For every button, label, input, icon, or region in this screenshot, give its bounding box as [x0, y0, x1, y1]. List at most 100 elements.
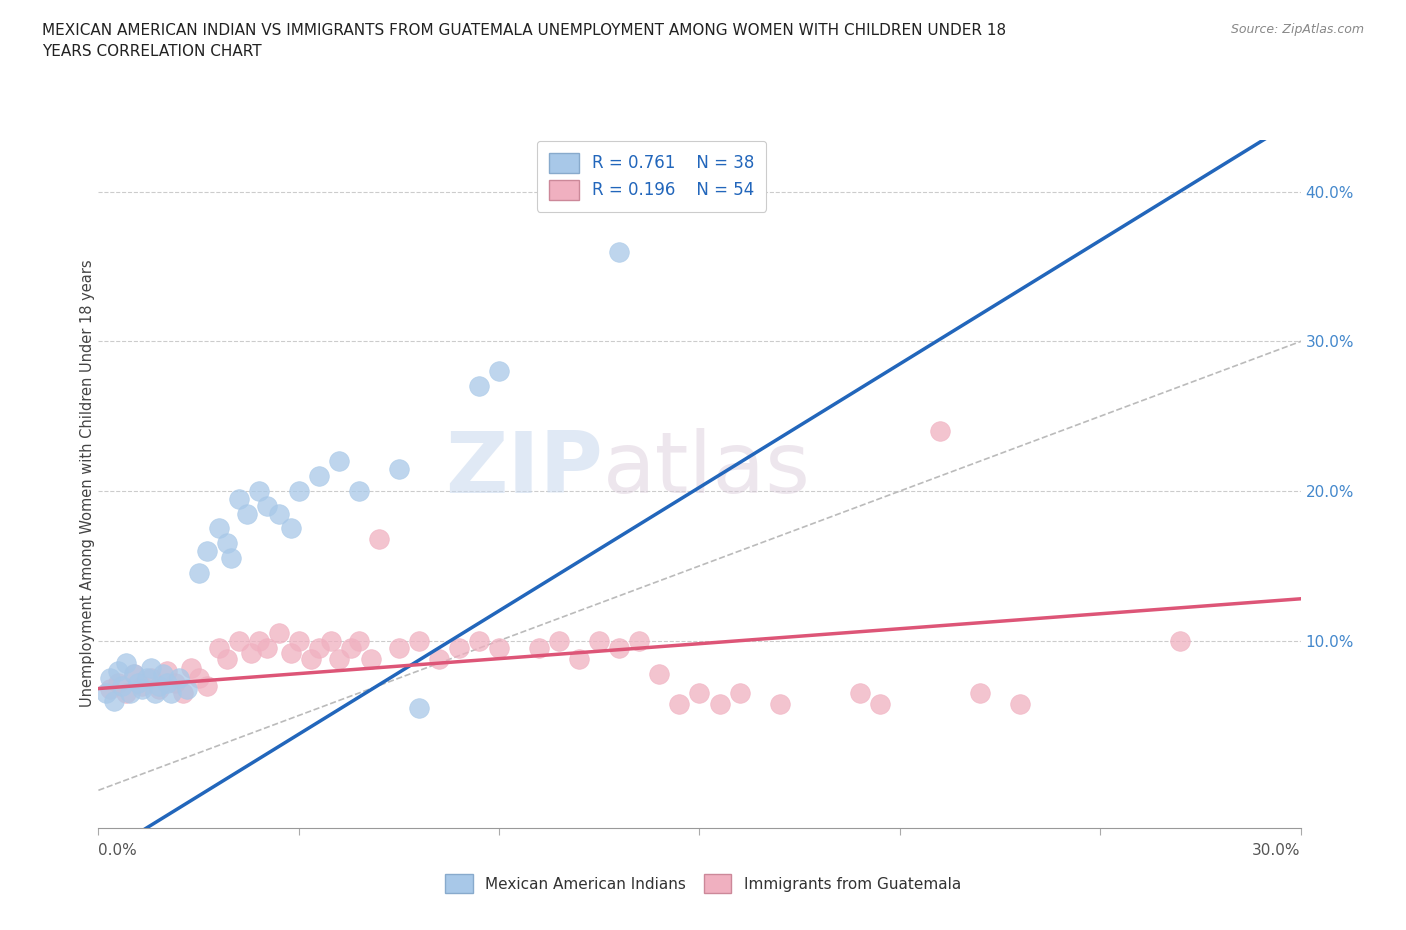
- Point: [115, 685, 138, 700]
- Point: [139, 660, 162, 675]
- Point: [728, 685, 751, 700]
- Point: [148, 678, 170, 693]
- Point: [308, 469, 330, 484]
- Point: [152, 666, 174, 681]
- Point: [180, 660, 202, 675]
- Point: [609, 641, 631, 656]
- Point: [588, 633, 610, 648]
- Point: [163, 675, 186, 690]
- Point: [239, 645, 262, 660]
- Text: 30.0%: 30.0%: [1253, 843, 1301, 857]
- Point: [195, 678, 218, 693]
- Point: [388, 641, 411, 656]
- Point: [668, 696, 690, 711]
- Text: ZIP: ZIP: [446, 429, 603, 512]
- Point: [247, 484, 270, 498]
- Point: [256, 641, 278, 656]
- Point: [280, 645, 302, 660]
- Point: [215, 536, 238, 551]
- Point: [308, 641, 330, 656]
- Point: [148, 681, 170, 696]
- Point: [208, 641, 231, 656]
- Y-axis label: Unemployment Among Women with Children Under 18 years: Unemployment Among Women with Children U…: [80, 259, 94, 708]
- Point: [120, 685, 142, 700]
- Legend: Mexican American Indians, Immigrants from Guatemala: Mexican American Indians, Immigrants fro…: [439, 869, 967, 899]
- Point: [96, 685, 118, 700]
- Text: 0.0%: 0.0%: [98, 843, 138, 857]
- Point: [468, 633, 491, 648]
- Point: [408, 633, 430, 648]
- Point: [215, 651, 238, 666]
- Point: [155, 663, 177, 678]
- Point: [131, 678, 153, 693]
- Point: [408, 700, 430, 715]
- Point: [849, 685, 872, 700]
- Point: [208, 521, 231, 536]
- Point: [187, 566, 209, 581]
- Point: [488, 364, 510, 379]
- Point: [235, 506, 257, 521]
- Point: [648, 666, 671, 681]
- Point: [609, 245, 631, 259]
- Point: [447, 641, 470, 656]
- Point: [228, 491, 250, 506]
- Text: MEXICAN AMERICAN INDIAN VS IMMIGRANTS FROM GUATEMALA UNEMPLOYMENT AMONG WOMEN WI: MEXICAN AMERICAN INDIAN VS IMMIGRANTS FR…: [42, 23, 1007, 60]
- Point: [267, 626, 290, 641]
- Point: [1170, 633, 1192, 648]
- Point: [347, 484, 370, 498]
- Point: [548, 633, 571, 648]
- Point: [135, 671, 157, 685]
- Text: Source: ZipAtlas.com: Source: ZipAtlas.com: [1230, 23, 1364, 36]
- Point: [143, 685, 166, 700]
- Point: [929, 424, 952, 439]
- Point: [187, 671, 209, 685]
- Point: [256, 498, 278, 513]
- Point: [388, 461, 411, 476]
- Legend: R = 0.761    N = 38, R = 0.196    N = 54: R = 0.761 N = 38, R = 0.196 N = 54: [537, 141, 766, 212]
- Point: [328, 651, 350, 666]
- Point: [529, 641, 551, 656]
- Point: [488, 641, 510, 656]
- Point: [107, 663, 129, 678]
- Point: [128, 675, 150, 690]
- Point: [328, 454, 350, 469]
- Point: [319, 633, 342, 648]
- Point: [155, 675, 177, 690]
- Point: [1010, 696, 1032, 711]
- Point: [124, 666, 146, 681]
- Point: [219, 551, 242, 565]
- Point: [228, 633, 250, 648]
- Point: [100, 671, 122, 685]
- Point: [103, 693, 125, 708]
- Point: [124, 666, 146, 681]
- Point: [267, 506, 290, 521]
- Point: [299, 651, 322, 666]
- Point: [139, 671, 162, 685]
- Point: [340, 641, 363, 656]
- Point: [360, 651, 382, 666]
- Point: [688, 685, 710, 700]
- Point: [709, 696, 731, 711]
- Point: [869, 696, 891, 711]
- Point: [167, 671, 190, 685]
- Point: [131, 681, 153, 696]
- Point: [247, 633, 270, 648]
- Point: [969, 685, 991, 700]
- Point: [427, 651, 450, 666]
- Point: [159, 685, 181, 700]
- Text: atlas: atlas: [603, 429, 811, 512]
- Point: [176, 681, 198, 696]
- Point: [111, 678, 134, 693]
- Point: [288, 484, 311, 498]
- Point: [280, 521, 302, 536]
- Point: [368, 532, 391, 547]
- Point: [628, 633, 651, 648]
- Point: [568, 651, 591, 666]
- Point: [195, 543, 218, 558]
- Point: [768, 696, 790, 711]
- Point: [107, 675, 129, 690]
- Point: [468, 379, 491, 393]
- Point: [115, 656, 138, 671]
- Point: [172, 685, 194, 700]
- Point: [288, 633, 311, 648]
